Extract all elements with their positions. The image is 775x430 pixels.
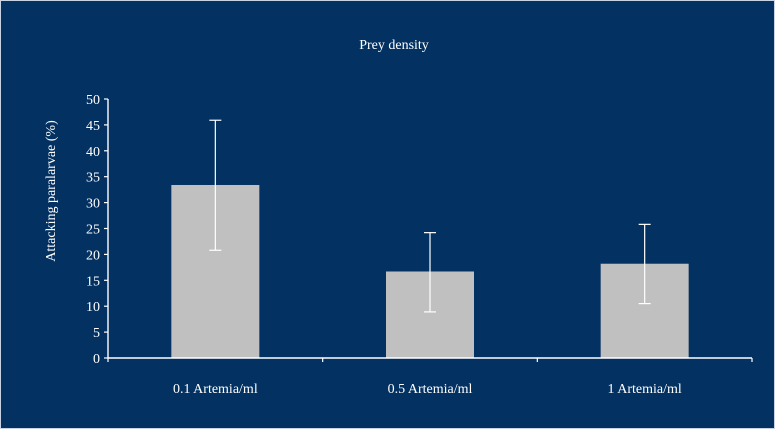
y-tick-label: 10 <box>86 300 100 315</box>
y-tick-label: 45 <box>86 119 100 134</box>
y-tick-label: 15 <box>86 274 100 289</box>
x-category-label: 0.5 Artemia/ml <box>388 382 473 397</box>
chart-title: Prey density <box>359 38 429 53</box>
y-tick-label: 5 <box>93 326 100 341</box>
error-bars-group <box>209 119 651 313</box>
y-tick-label: 0 <box>93 352 100 367</box>
y-axis-ticks: 0 5 10 15 20 25 30 35 40 45 50 <box>86 93 753 367</box>
y-tick-label: 20 <box>86 248 100 263</box>
x-category-label: 0.1 Artemia/ml <box>173 382 258 397</box>
y-tick-label: 40 <box>86 145 100 160</box>
x-category-label: 1 Artemia/ml <box>608 382 682 397</box>
y-tick-label: 35 <box>86 171 100 186</box>
y-axis-label: Attacking paralarvae (%) <box>44 120 59 262</box>
y-tick-label: 30 <box>86 197 100 212</box>
y-tick-label: 50 <box>86 93 100 108</box>
y-tick-label: 25 <box>86 223 100 238</box>
x-axis-labels: 0.1 Artemia/ml 0.5 Artemia/ml 1 Artemia/ml <box>173 382 682 397</box>
